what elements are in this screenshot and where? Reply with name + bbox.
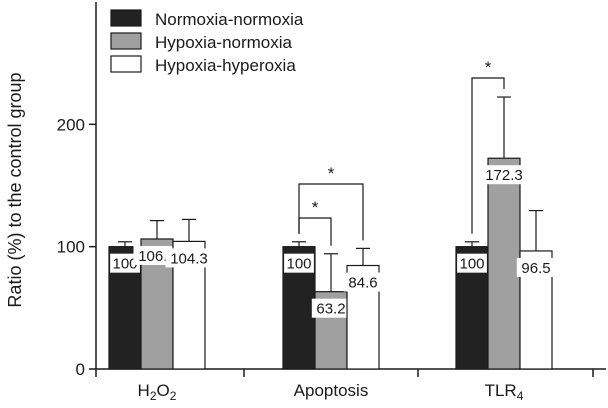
legend-label: Hypoxia-hyperoxia (155, 56, 296, 75)
significance-bracket (298, 183, 364, 241)
data-label: 96.5 (521, 260, 550, 277)
y-axis-label: Ratio (%) to the control group (5, 72, 25, 307)
significance-bracket (471, 77, 505, 234)
x-tick-label: Apoptosis (294, 381, 369, 400)
data-label: 63.2 (316, 301, 345, 318)
significance-star: * (485, 58, 492, 77)
data-label-bg (284, 253, 314, 273)
data-label: 100 (286, 256, 311, 273)
x-tick-label: TLR4 (485, 381, 524, 403)
data-label-bg (165, 248, 213, 268)
significance-star: * (328, 164, 335, 183)
y-tick-label: 0 (76, 360, 85, 379)
data-label-bg (311, 298, 351, 318)
data-label-bg (457, 253, 487, 273)
data-label-bg (480, 165, 528, 185)
data-label: 172.3 (485, 167, 523, 184)
data-label: 104.3 (170, 250, 208, 267)
bar (487, 157, 521, 370)
significance-star: * (312, 198, 319, 217)
legend-swatch (110, 32, 142, 50)
x-tick-label: H2O2 (138, 381, 177, 403)
legend-swatch (110, 55, 142, 73)
data-label-bg (343, 272, 383, 292)
legend-label: Hypoxia-normoxia (155, 33, 293, 52)
data-label-bg (516, 257, 556, 277)
data-label: 100 (112, 256, 137, 273)
chart-legend: Normoxia-normoxia Hypoxia-normoxia Hypoxia… (110, 9, 304, 75)
y-tick-label: 200 (57, 115, 85, 134)
legend-swatch (110, 9, 142, 27)
y-tick-label: 100 (57, 238, 85, 257)
data-label-bg (110, 253, 140, 273)
significance-brackets: * * * (298, 58, 505, 246)
legend-label: Normoxia-normoxia (155, 10, 304, 29)
data-label: 100 (459, 256, 484, 273)
data-label: 84.6 (348, 275, 377, 292)
